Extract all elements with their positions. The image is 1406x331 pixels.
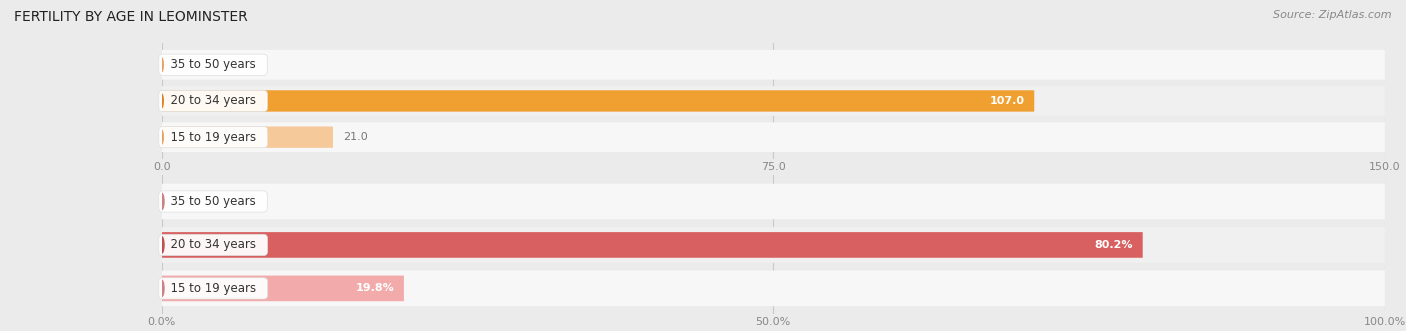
Text: 35 to 50 years: 35 to 50 years xyxy=(163,195,263,208)
Circle shape xyxy=(160,58,163,71)
Text: Source: ZipAtlas.com: Source: ZipAtlas.com xyxy=(1274,10,1392,20)
Text: FERTILITY BY AGE IN LEOMINSTER: FERTILITY BY AGE IN LEOMINSTER xyxy=(14,10,247,24)
FancyBboxPatch shape xyxy=(162,232,1143,258)
Circle shape xyxy=(160,130,163,144)
Circle shape xyxy=(159,193,165,210)
FancyBboxPatch shape xyxy=(162,126,333,148)
Text: 20 to 34 years: 20 to 34 years xyxy=(163,94,263,108)
FancyBboxPatch shape xyxy=(162,270,1385,306)
FancyBboxPatch shape xyxy=(162,50,1385,79)
Text: 19.8%: 19.8% xyxy=(356,283,394,293)
Text: 80.2%: 80.2% xyxy=(1094,240,1133,250)
FancyBboxPatch shape xyxy=(162,86,1385,116)
FancyBboxPatch shape xyxy=(162,90,1035,112)
FancyBboxPatch shape xyxy=(162,227,1385,263)
Text: 15 to 19 years: 15 to 19 years xyxy=(163,282,263,295)
Text: 0.0: 0.0 xyxy=(172,60,188,70)
Text: 35 to 50 years: 35 to 50 years xyxy=(163,58,263,71)
Circle shape xyxy=(160,94,163,108)
Circle shape xyxy=(159,237,165,253)
Circle shape xyxy=(159,280,165,297)
Text: 107.0: 107.0 xyxy=(990,96,1025,106)
FancyBboxPatch shape xyxy=(162,276,404,301)
Text: 21.0: 21.0 xyxy=(343,132,367,142)
Text: 15 to 19 years: 15 to 19 years xyxy=(163,131,263,144)
FancyBboxPatch shape xyxy=(162,122,1385,152)
Text: 20 to 34 years: 20 to 34 years xyxy=(163,238,263,252)
FancyBboxPatch shape xyxy=(162,184,1385,219)
Text: 0.0%: 0.0% xyxy=(172,197,200,207)
